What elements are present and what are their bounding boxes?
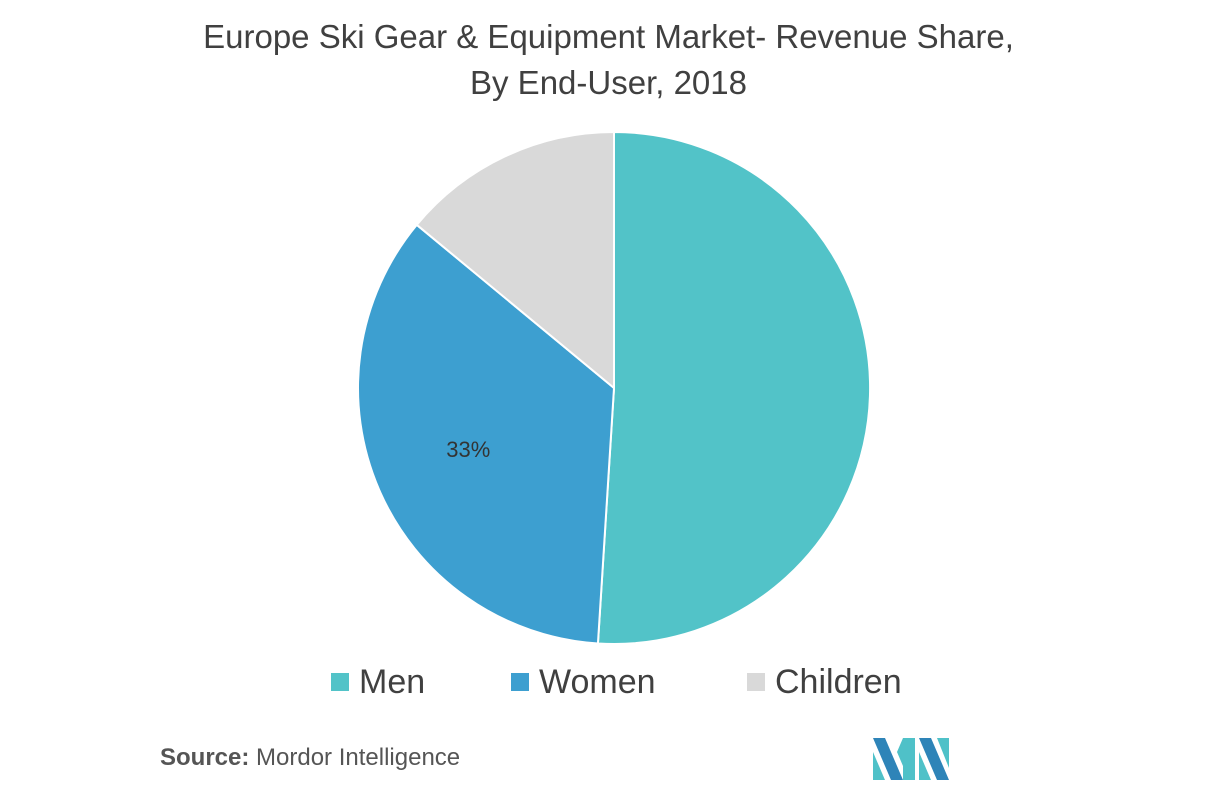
legend-label-children: Children — [775, 663, 902, 701]
legend-swatch-men — [331, 673, 349, 691]
chart-title-line-1: Europe Ski Gear & Equipment Market- Reve… — [203, 18, 1014, 55]
pie-slice-men — [596, 130, 872, 645]
legend-swatch-children — [747, 673, 765, 691]
legend-item-children: Children — [747, 658, 902, 706]
legend-label-women: Women — [539, 663, 656, 701]
legend-label-men: Men — [359, 663, 426, 701]
mordor-intelligence-logo-icon — [873, 738, 949, 780]
pie-data-labels: 33% — [446, 437, 490, 462]
source-key: Source: — [160, 744, 250, 771]
pie-slice-women — [357, 223, 616, 645]
pie-slices — [357, 130, 872, 645]
pie-slice-children — [415, 130, 615, 391]
chart-legend: Men Women Children — [0, 658, 1217, 706]
chart-title: Europe Ski Gear & Equipment Market- Reve… — [0, 14, 1217, 106]
source-value: Mordor Intelligence — [249, 744, 461, 771]
source-note: Source: Mordor Intelligence — [160, 741, 460, 775]
legend-item-women: Women — [511, 658, 656, 706]
chart-title-line-2: By End-User, 2018 — [470, 64, 747, 101]
legend-swatch-women — [511, 673, 529, 691]
legend-item-men: Men — [331, 658, 425, 706]
data-label-women: 33% — [446, 437, 490, 462]
